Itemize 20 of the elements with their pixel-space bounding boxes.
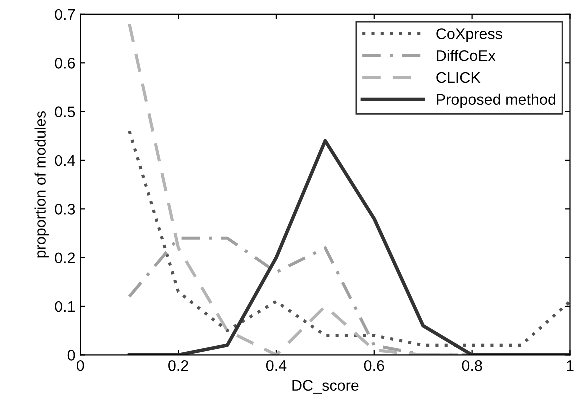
legend-label: Proposed method (437, 94, 556, 108)
x-tick-label: 0.8 (462, 360, 482, 372)
x-tick-label: 1 (567, 360, 574, 372)
x-tick-label: 0 (76, 360, 84, 372)
y-tick-label: 0.3 (55, 204, 76, 215)
x-tick-label: 0.6 (364, 360, 384, 372)
y-axis-title: proportion of modules (34, 111, 49, 258)
y-tick-label: 0.2 (55, 252, 76, 264)
y-tick-label: 0.6 (55, 58, 76, 69)
x-tick-label: 0.4 (266, 360, 287, 372)
legend-label: DiffCoEx (437, 50, 496, 62)
x-axis-title: DC_score (292, 380, 359, 394)
y-tick-label: 0 (68, 350, 76, 361)
y-tick-label: 0.7 (55, 9, 76, 20)
legend-label: CLICK (436, 72, 481, 84)
legend-label: CoXpress (436, 28, 502, 42)
y-tick-label: 0.1 (55, 301, 76, 312)
x-tick-label: 0.2 (168, 360, 188, 372)
y-tick-label: 0.4 (55, 155, 76, 166)
y-tick-label: 0.5 (55, 106, 76, 118)
